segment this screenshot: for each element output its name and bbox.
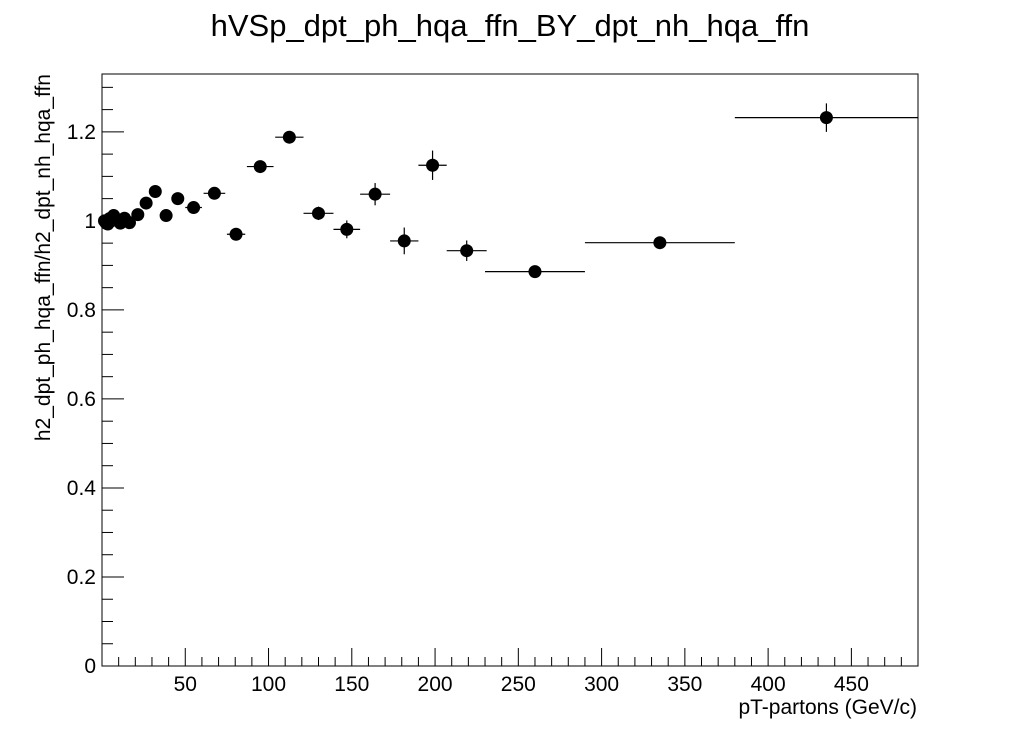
data-point xyxy=(584,236,735,250)
data-point xyxy=(333,220,361,239)
data-point xyxy=(390,227,419,255)
point-marker xyxy=(819,111,833,125)
x-axis-label: pT-partons (GeV/c) xyxy=(738,696,917,719)
point-marker xyxy=(131,208,145,222)
point-marker xyxy=(340,222,354,236)
x-axis: 50 100 150 200 250 300 350 400 450 xyxy=(118,648,919,696)
point-marker xyxy=(171,192,185,206)
point-marker xyxy=(311,206,325,220)
point-marker xyxy=(282,130,296,144)
data-point xyxy=(226,227,246,241)
point-marker xyxy=(426,158,440,172)
data-point xyxy=(122,216,136,230)
point-marker xyxy=(139,196,153,210)
data-point xyxy=(485,265,585,279)
y-tick-label: 0.6 xyxy=(67,388,96,411)
y-tick-label: 0.2 xyxy=(67,566,96,589)
plot-frame xyxy=(101,73,919,667)
point-marker xyxy=(207,186,221,200)
point-marker xyxy=(122,216,136,230)
data-point xyxy=(734,103,918,132)
data-point xyxy=(303,206,334,220)
x-tick-label: 150 xyxy=(334,673,369,696)
data-point xyxy=(360,183,391,206)
x-tick-label: 450 xyxy=(834,673,869,696)
data-point xyxy=(246,160,274,174)
point-marker xyxy=(229,227,243,241)
data-point xyxy=(446,240,487,261)
point-marker xyxy=(159,209,173,223)
y-tick-label: 0.8 xyxy=(67,299,96,322)
point-marker xyxy=(187,201,201,215)
data-point xyxy=(185,201,202,215)
x-tick-label: 300 xyxy=(584,673,619,696)
x-tick-label: 100 xyxy=(251,673,286,696)
y-tick-label: 0 xyxy=(84,655,96,678)
data-point xyxy=(131,208,145,222)
x-tick-label: 50 xyxy=(174,673,197,696)
data-point xyxy=(275,130,304,144)
y-tick-label: 0.4 xyxy=(67,477,97,500)
point-marker xyxy=(148,185,162,199)
y-tick-label: 1.2 xyxy=(67,121,96,144)
x-tick-label: 250 xyxy=(501,673,536,696)
data-points xyxy=(97,103,918,279)
point-marker xyxy=(368,187,382,201)
data-point xyxy=(203,186,226,200)
point-marker xyxy=(397,234,411,248)
data-point xyxy=(148,185,162,199)
y-axis-label: h2_dpt_ph_hqa_ffn/h2_dpt_nh_hqa_ffn xyxy=(32,74,55,441)
point-marker xyxy=(253,160,267,174)
x-tick-label: 400 xyxy=(751,673,786,696)
point-marker xyxy=(653,236,667,250)
data-point xyxy=(418,150,447,180)
point-marker xyxy=(528,265,542,279)
data-point xyxy=(171,192,185,206)
point-marker xyxy=(460,244,474,258)
chart-title: hVSp_dpt_ph_hqa_ffn_BY_dpt_nh_hqa_ffn xyxy=(211,8,810,43)
x-tick-label: 350 xyxy=(667,673,702,696)
data-point xyxy=(139,196,153,210)
y-tick-label: 1 xyxy=(84,210,96,233)
data-point xyxy=(159,209,173,223)
x-tick-label: 200 xyxy=(418,673,453,696)
y-axis: 0 0.2 0.4 0.6 0.8 1 1.2 xyxy=(67,86,124,678)
